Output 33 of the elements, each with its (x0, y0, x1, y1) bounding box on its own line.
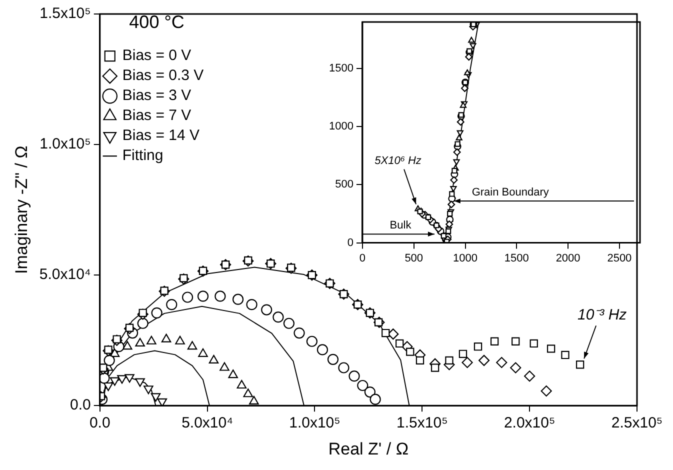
x-tick-label: 2.5x10⁵ (611, 414, 663, 432)
x-tick-label: 500 (404, 252, 424, 264)
annotation: Bulk (390, 220, 412, 232)
legend-label: Fitting (122, 147, 164, 164)
legend-label: Bias = 0.3 V (122, 67, 204, 84)
x-tick-label: 1000 (453, 252, 478, 264)
y-tick-label: 0.0 (70, 396, 91, 414)
x-tick-label: 2500 (607, 252, 632, 264)
legend-title: 400 °C (129, 12, 184, 32)
annotation: Grain Boundary (472, 186, 550, 198)
annotation: 5X10⁶ Hz (374, 154, 422, 167)
x-tick-label: 1500 (504, 252, 529, 264)
y-tick-label: 0 (347, 236, 354, 249)
x-tick-label: 0.0 (89, 414, 110, 432)
legend-label: Bias = 7 V (122, 107, 192, 124)
x-tick-label: 2000 (556, 252, 580, 264)
legend-label: Bias = 0 V (122, 47, 192, 64)
y-tick-label: 1.0x10⁵ (40, 136, 91, 153)
legend-label: Bias = 3 V (122, 87, 192, 104)
x-tick-label: 2.0x10⁵ (504, 414, 556, 432)
annotation: 10⁻³ Hz (577, 306, 628, 324)
x-tick-label: 1.5x10⁵ (396, 414, 448, 432)
y-tick-label: 1.5x10⁵ (40, 5, 91, 22)
x-tick-label: 1.0x10⁵ (289, 414, 340, 432)
y-tick-label: 500 (335, 178, 354, 191)
x-tick-label: 5.0x10⁴ (182, 414, 234, 432)
y-axis-title: Imaginary -Z" / Ω (12, 146, 31, 274)
y-tick-label: 1000 (328, 120, 354, 133)
y-tick-label: 5.0x10⁴ (39, 266, 91, 284)
y-tick-label: 1500 (328, 62, 354, 75)
x-axis-title: Real Z' / Ω (328, 439, 409, 458)
legend-label: Bias = 14 V (122, 127, 200, 144)
x-tick-label: 0 (359, 252, 366, 264)
